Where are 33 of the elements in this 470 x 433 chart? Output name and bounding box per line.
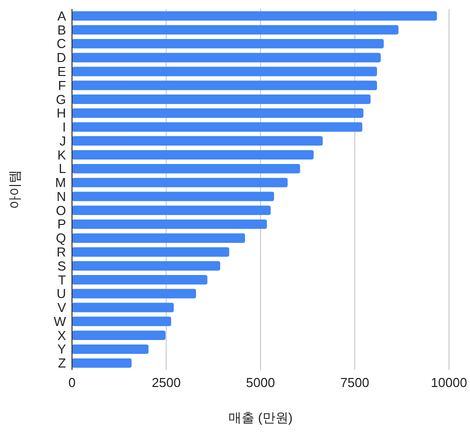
x-tick-label: 7500 [340, 375, 370, 390]
y-tick-label: N [56, 188, 66, 204]
y-tick-label: V [57, 300, 66, 316]
y-tick-label: B [57, 22, 66, 38]
y-tick-label: Z [58, 356, 66, 371]
y-tick-label: O [56, 202, 66, 218]
x-tick-label: 2500 [152, 375, 181, 390]
y-tick-label: W [54, 314, 67, 329]
y-axis-title: 아이템 [7, 170, 22, 209]
x-tick-label: 0 [68, 375, 76, 390]
y-tick-label: I [62, 120, 66, 135]
y-tick-label: M [55, 175, 66, 190]
y-tick-label: D [56, 50, 66, 66]
y-tick-label: A [57, 8, 66, 24]
y-tick-label: J [60, 133, 66, 148]
y-tick-label: T [58, 272, 66, 288]
y-tick-label: Y [57, 342, 66, 357]
y-tick-label: F [58, 78, 66, 93]
y-tick-label: X [57, 328, 66, 343]
x-tick-label: 5000 [246, 375, 275, 390]
y-tick-label: H [56, 106, 66, 121]
x-axis-title: 매출 (만원) [228, 410, 293, 425]
y-tick-label: K [57, 147, 66, 162]
y-tick-label: P [57, 216, 66, 232]
y-tick-label: R [56, 244, 66, 260]
y-tick-label: G [56, 92, 66, 107]
y-tick-label: S [57, 258, 66, 274]
x-tick-label: 10000 [430, 375, 468, 390]
y-tick-label: Q [56, 230, 66, 246]
y-tick-label: U [56, 286, 66, 302]
y-tick-label: C [56, 36, 66, 52]
y-tick-label: L [58, 161, 66, 176]
y-tick-label: E [57, 64, 66, 79]
